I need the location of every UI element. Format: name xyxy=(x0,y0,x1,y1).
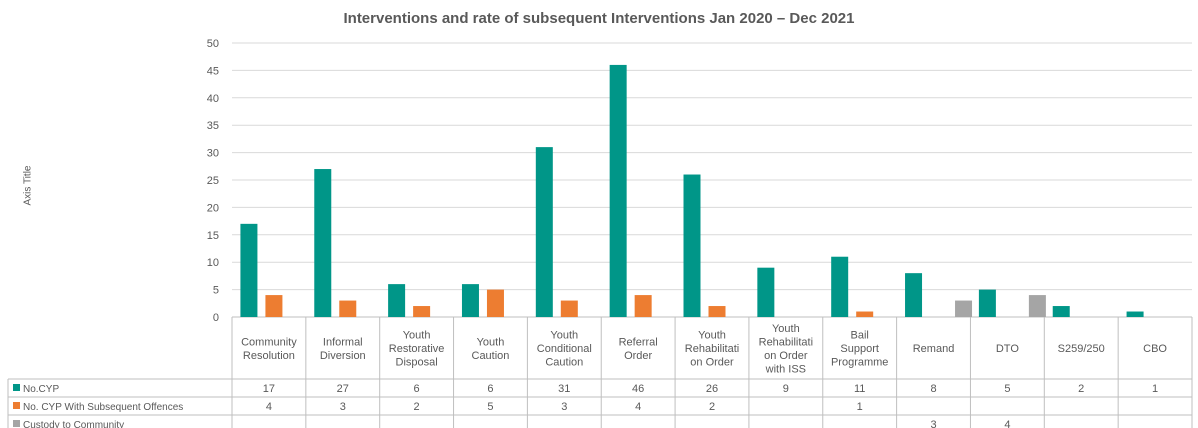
bar xyxy=(461,284,479,317)
data-label: 4 xyxy=(1004,419,1010,428)
data-label: 2 xyxy=(414,401,420,413)
data-label: 2 xyxy=(1078,383,1084,395)
y-tick-label: 40 xyxy=(207,93,219,105)
bar xyxy=(856,311,874,317)
data-label: 27 xyxy=(337,383,349,395)
legend-label: Custody to Community xyxy=(23,420,124,428)
bar xyxy=(535,147,553,317)
x-tick-label: Youth Rehabilitati on Order with ISS xyxy=(759,323,813,376)
x-tick-label: Youth Caution xyxy=(472,336,510,362)
bar xyxy=(634,295,652,317)
data-label: 3 xyxy=(561,401,567,413)
y-tick-label: 10 xyxy=(207,257,219,269)
legend-label: No.CYP xyxy=(23,384,59,395)
y-tick-label: 20 xyxy=(207,202,219,214)
bar xyxy=(1126,311,1144,317)
bar xyxy=(757,267,775,317)
y-tick-label: 15 xyxy=(207,230,219,242)
data-label: 3 xyxy=(340,401,346,413)
data-label: 1 xyxy=(1152,383,1158,395)
data-label: 5 xyxy=(487,401,493,413)
bar xyxy=(265,295,283,317)
bar xyxy=(831,256,849,317)
bar xyxy=(1028,295,1046,317)
x-tick-label: Youth Conditional Caution xyxy=(537,330,592,369)
data-label: 17 xyxy=(263,383,275,395)
bar xyxy=(339,300,357,317)
y-tick-label: 30 xyxy=(207,148,219,160)
bar xyxy=(905,273,923,317)
data-label: 26 xyxy=(706,383,718,395)
bar xyxy=(486,289,504,317)
data-label: 11 xyxy=(854,383,865,395)
bar xyxy=(413,306,431,317)
y-tick-label: 5 xyxy=(213,285,219,297)
bar xyxy=(978,289,996,317)
x-tick-label: CBO xyxy=(1143,343,1167,355)
y-tick-label: 25 xyxy=(207,175,219,187)
data-label: 2 xyxy=(709,401,715,413)
data-label: 4 xyxy=(635,401,641,413)
x-tick-label: Youth Restorative Disposal xyxy=(389,330,445,369)
bar xyxy=(1052,306,1070,317)
x-tick-label: Youth Rehabilitati on Order xyxy=(685,330,739,369)
data-label: 6 xyxy=(414,383,420,395)
data-label: 46 xyxy=(632,383,644,395)
data-label: 6 xyxy=(487,383,493,395)
legend-label: No. CYP With Subsequent Offences xyxy=(23,402,183,413)
data-label: 5 xyxy=(1004,383,1010,395)
bar xyxy=(955,300,973,317)
bar xyxy=(240,223,258,317)
bar xyxy=(314,169,332,317)
data-label: 8 xyxy=(930,383,936,395)
y-tick-label: 50 xyxy=(207,38,219,50)
x-tick-label: DTO xyxy=(996,343,1019,355)
bar xyxy=(388,284,406,317)
data-label: 31 xyxy=(558,383,570,395)
bar xyxy=(708,306,726,317)
data-label: 3 xyxy=(930,419,936,428)
bar xyxy=(560,300,578,317)
data-label: 4 xyxy=(266,401,272,413)
legend-swatch xyxy=(13,402,20,409)
chart-title: Interventions and rate of subsequent Int… xyxy=(343,10,855,27)
x-tick-label: Informal Diversion xyxy=(320,336,366,362)
x-tick-label: S259/250 xyxy=(1058,343,1105,355)
bar xyxy=(609,64,627,317)
data-label: 9 xyxy=(783,383,789,395)
legend-swatch xyxy=(13,384,20,391)
bar xyxy=(683,174,701,317)
data-label: 1 xyxy=(857,401,863,413)
x-tick-label: Bail Support Programme xyxy=(831,330,888,369)
y-tick-label: 0 xyxy=(213,312,219,324)
x-tick-label: Community Resolution xyxy=(241,336,297,362)
legend-swatch xyxy=(13,420,20,427)
y-tick-label: 45 xyxy=(207,65,219,77)
x-tick-label: Remand xyxy=(913,343,955,355)
y-tick-label: 35 xyxy=(207,120,219,132)
x-tick-label: Referral Order xyxy=(619,336,658,362)
